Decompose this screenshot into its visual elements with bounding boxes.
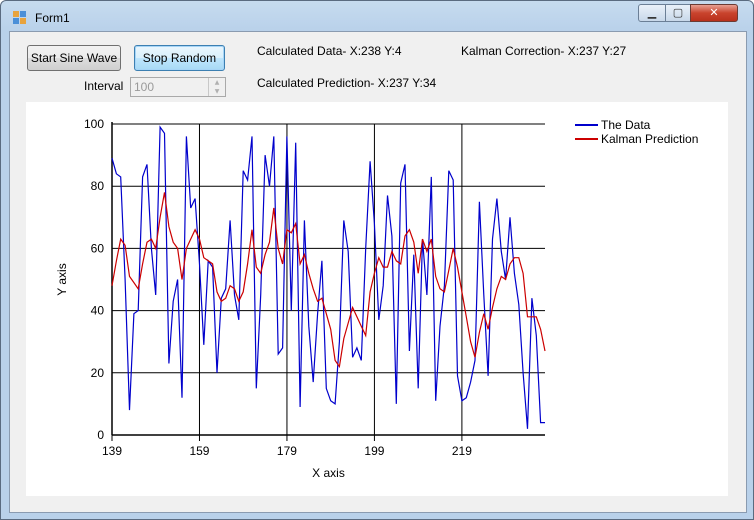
series-line-the-data [111, 125, 545, 429]
kalman-correction-label: Kalman Correction- X:237 Y:27 [461, 44, 627, 58]
y-tick-label: 0 [97, 428, 104, 442]
app-icon [13, 11, 27, 25]
chart-panel: 0 20 40 60 80 100 139 159 179 199 219 X axis Y axi… [26, 102, 728, 496]
y-tick-label: 80 [91, 179, 105, 193]
interval-label: Interval [84, 79, 124, 93]
y-axis-label: Y axis [55, 263, 69, 295]
legend-entry: Kalman Prediction [601, 132, 698, 146]
legend-entry: The Data [601, 118, 651, 132]
maximize-button[interactable]: ▢ [665, 4, 691, 22]
minimize-button[interactable]: ▁ [638, 4, 666, 22]
y-tick-label: 60 [91, 241, 105, 255]
calculated-prediction-label: Calculated Prediction- X:237 Y:34 [257, 76, 437, 90]
x-tick-label: 159 [189, 444, 209, 458]
spin-up-icon[interactable]: ▲ [214, 79, 220, 86]
chart-gridlines [111, 122, 545, 441]
close-button[interactable]: ✕ [690, 4, 738, 22]
interval-spinner[interactable]: ▲ ▼ [130, 77, 226, 97]
interval-input[interactable] [131, 78, 210, 96]
stop-random-button[interactable]: Stop Random [134, 45, 225, 71]
series-line-kalman-prediction [111, 192, 546, 369]
calculated-data-label: Calculated Data- X:238 Y:4 [257, 44, 402, 58]
close-icon: ✕ [709, 6, 719, 19]
spinner-arrows[interactable]: ▲ ▼ [208, 78, 225, 96]
window-title: Form1 [35, 11, 70, 25]
spin-down-icon[interactable]: ▼ [214, 88, 220, 95]
y-tick-label: 100 [84, 117, 104, 131]
x-tick-label: 139 [102, 444, 122, 458]
minimize-icon: ▁ [647, 6, 657, 19]
x-tick-label: 219 [452, 444, 472, 458]
title-bar[interactable]: Form1 ▁ ▢ ✕ [1, 1, 753, 31]
maximize-icon: ▢ [672, 6, 684, 19]
x-tick-label: 199 [364, 444, 384, 458]
start-sine-wave-button[interactable]: Start Sine Wave [27, 45, 121, 71]
x-axis-label: X axis [312, 466, 345, 480]
y-tick-label: 40 [91, 304, 105, 318]
chart-tick-labels: 0 20 40 60 80 100 139 159 179 199 219 [84, 117, 472, 458]
line-chart: 0 20 40 60 80 100 139 159 179 199 219 X axis Y axi… [55, 117, 698, 480]
chart-series [111, 125, 546, 429]
form-client-area: Start Sine Wave Stop Random Interval ▲ ▼… [9, 31, 747, 513]
x-tick-label: 179 [277, 444, 297, 458]
y-tick-label: 20 [91, 366, 105, 380]
